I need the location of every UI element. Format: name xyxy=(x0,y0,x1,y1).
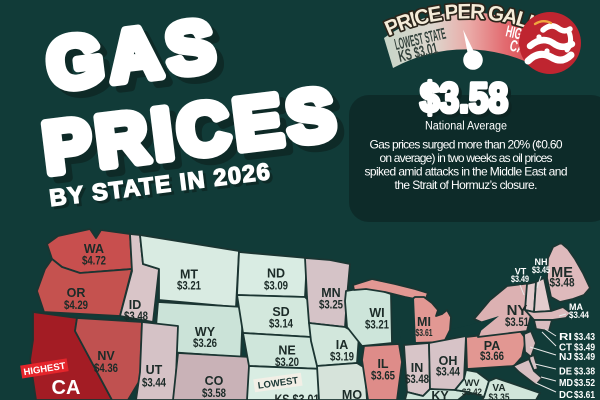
svg-text:CA: CA xyxy=(52,377,81,399)
svg-text:ND: ND xyxy=(267,267,285,281)
svg-text:$3.48: $3.48 xyxy=(405,372,429,386)
svg-text:NH: NH xyxy=(535,257,548,267)
svg-text:$3.26: $3.26 xyxy=(193,336,217,350)
svg-text:$3.49: $3.49 xyxy=(574,351,595,363)
svg-text:WY: WY xyxy=(195,325,216,339)
svg-text:$4.36: $4.36 xyxy=(94,361,118,375)
svg-text:$3.09: $3.09 xyxy=(264,279,288,293)
svg-text:PA: PA xyxy=(484,339,500,353)
svg-text:$3.58: $3.58 xyxy=(202,386,226,400)
svg-text:NY: NY xyxy=(507,302,528,319)
svg-text:WI: WI xyxy=(369,306,384,320)
svg-text:WV: WV xyxy=(464,378,480,389)
svg-text:$3.49: $3.49 xyxy=(574,342,595,354)
svg-text:$3.58: $3.58 xyxy=(420,74,508,121)
svg-text:$3.44: $3.44 xyxy=(142,376,166,390)
svg-text:$3.51: $3.51 xyxy=(505,315,529,329)
svg-text:$3.20: $3.20 xyxy=(275,355,299,369)
svg-text:IA: IA xyxy=(336,338,349,352)
svg-text:National Average: National Average xyxy=(425,121,507,133)
svg-text:$3.58: $3.58 xyxy=(423,77,511,124)
svg-text:$3.66: $3.66 xyxy=(480,349,504,363)
svg-text:$3.21: $3.21 xyxy=(365,318,389,332)
svg-text:$3.19: $3.19 xyxy=(330,350,354,364)
svg-text:$3.44: $3.44 xyxy=(436,365,460,379)
svg-text:$3.61: $3.61 xyxy=(416,327,433,339)
svg-text:Gas prices surged more than 20: Gas prices surged more than 20% (¢0.60 xyxy=(370,138,563,152)
svg-text:$4.72: $4.72 xyxy=(82,254,106,268)
svg-text:$3.44: $3.44 xyxy=(569,310,589,320)
svg-text:GAS: GAS xyxy=(49,11,231,112)
svg-text:$3.42: $3.42 xyxy=(462,387,482,398)
svg-text:NV: NV xyxy=(97,349,115,363)
svg-text:ID: ID xyxy=(129,298,142,312)
svg-text:VA: VA xyxy=(492,383,505,394)
svg-text:$3.65: $3.65 xyxy=(371,369,395,383)
svg-text:$3.61: $3.61 xyxy=(574,389,595,400)
svg-text:IL: IL xyxy=(377,357,388,371)
svg-text:$3.48: $3.48 xyxy=(550,276,575,290)
svg-text:spiked amid attacks in the Mid: spiked amid attacks in the Middle East a… xyxy=(365,165,568,179)
svg-text:OH: OH xyxy=(439,354,458,368)
svg-text:IN: IN xyxy=(411,361,424,375)
svg-text:$4.29: $4.29 xyxy=(64,298,88,312)
svg-text:the Strait of Hormuz’s closure: the Strait of Hormuz’s closure. xyxy=(395,178,538,192)
svg-text:DC: DC xyxy=(559,389,573,400)
svg-text:NE: NE xyxy=(278,344,295,358)
svg-text:MD: MD xyxy=(559,377,573,389)
svg-text:CT: CT xyxy=(559,342,573,354)
svg-text:VT: VT xyxy=(515,267,527,277)
svg-text:MA: MA xyxy=(569,302,583,312)
svg-text:$3.14: $3.14 xyxy=(269,317,293,331)
svg-text:$3.25: $3.25 xyxy=(319,298,343,312)
svg-text:MI: MI xyxy=(417,315,431,329)
svg-text:MT: MT xyxy=(180,268,198,282)
svg-text:KY: KY xyxy=(431,389,449,400)
svg-text:$3.43: $3.43 xyxy=(574,331,595,343)
svg-text:$4.91: $4.91 xyxy=(50,398,83,400)
svg-text:$3.52: $3.52 xyxy=(574,377,595,389)
svg-text:DE: DE xyxy=(559,366,572,378)
svg-text:MN: MN xyxy=(321,286,340,300)
svg-text:NJ: NJ xyxy=(559,351,572,363)
svg-text:ME: ME xyxy=(551,265,573,281)
svg-text:$3.48: $3.48 xyxy=(124,309,148,323)
svg-text:WA: WA xyxy=(84,242,104,256)
svg-text:on average) in two weeks as oi: on average) in two weeks as oil prices xyxy=(380,151,553,165)
svg-text:MO: MO xyxy=(342,388,362,400)
svg-text:$3.45: $3.45 xyxy=(532,265,550,275)
svg-text:$3.49: $3.49 xyxy=(511,274,529,284)
svg-text:$3.35: $3.35 xyxy=(489,393,510,400)
svg-text:SD: SD xyxy=(272,305,289,319)
svg-text:RI: RI xyxy=(559,331,572,343)
svg-text:$3.21: $3.21 xyxy=(177,279,201,293)
svg-text:KS $3.01: KS $3.01 xyxy=(275,392,320,400)
svg-text:UT: UT xyxy=(146,363,163,377)
svg-text:CO: CO xyxy=(205,374,224,388)
svg-text:OR: OR xyxy=(67,286,86,300)
svg-text:$3.38: $3.38 xyxy=(574,366,595,378)
